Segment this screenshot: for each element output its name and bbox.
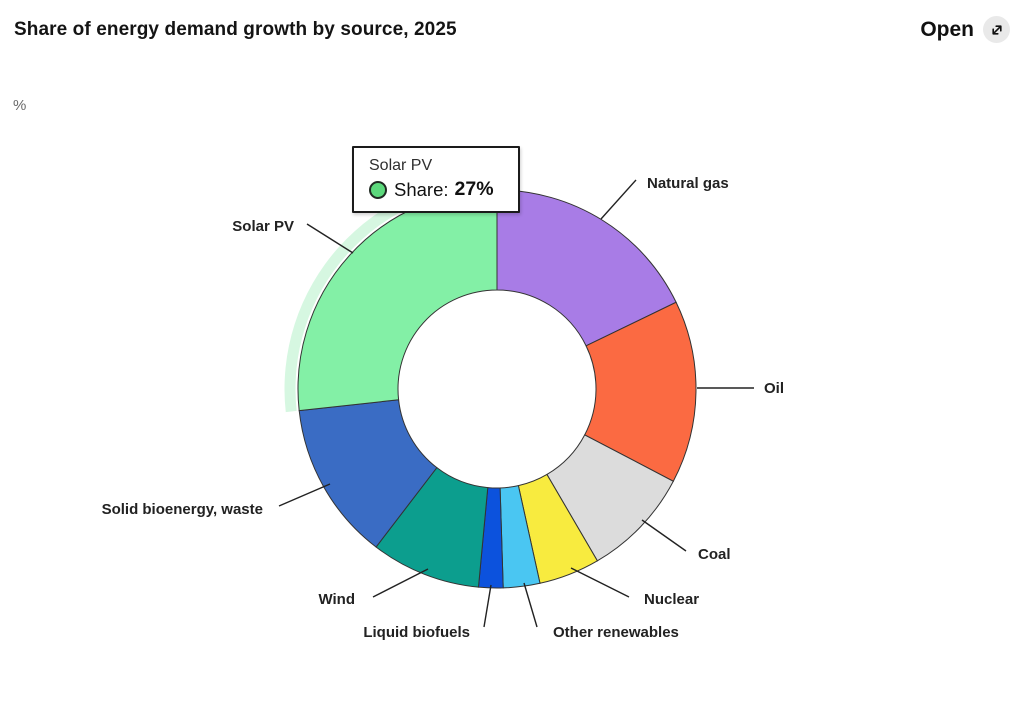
header: Share of energy demand growth by source,…: [14, 16, 1010, 43]
leader-line-other-renewables: [523, 582, 538, 628]
slice-label-solar-pv: Solar PV: [232, 218, 294, 235]
leader-line-solar-pv: [306, 223, 354, 254]
leader-line-coal: [641, 519, 687, 552]
slice-label-wind: Wind: [318, 591, 355, 608]
slice-label-nuclear: Nuclear: [644, 591, 699, 608]
slice-label-other-renewables: Other renewables: [553, 624, 679, 641]
tooltip-metric-label: Share:: [394, 178, 449, 200]
leader-line-solid-bioenergy-waste: [278, 483, 331, 507]
slice-label-natural-gas: Natural gas: [647, 175, 729, 192]
y-axis-unit-label: %: [13, 97, 27, 114]
tooltip-series-marker-icon: [369, 180, 387, 199]
slice-solar-pv[interactable]: [297, 189, 498, 412]
tooltip-series-name: Solar PV: [369, 157, 433, 174]
slice-label-solid-bioenergy-waste: Solid bioenergy, waste: [102, 501, 263, 518]
slice-labels: Natural gas Oil Coal Nuclear Other renew…: [102, 175, 784, 641]
tooltip-value: 27%: [454, 178, 494, 200]
leader-lines: [278, 179, 754, 628]
tooltip: Solar PV Share: 27%: [352, 146, 520, 213]
donut-slices: [284, 176, 697, 589]
leader-line-liquid-biofuels: [483, 584, 492, 628]
leader-line-nuclear: [570, 567, 630, 598]
page-title: Share of energy demand growth by source,…: [14, 18, 457, 40]
slice-natural-gas[interactable]: [496, 189, 677, 347]
leader-line-natural-gas: [600, 179, 637, 220]
expand-diagonal-arrow-icon: [983, 16, 1010, 43]
open-button[interactable]: Open: [920, 16, 1010, 43]
tooltip-value-row: Share: 27%: [369, 178, 508, 201]
slice-label-liquid-biofuels: Liquid biofuels: [363, 624, 470, 641]
open-button-label: Open: [920, 17, 974, 41]
slice-label-coal: Coal: [698, 546, 731, 563]
slice-label-oil: Oil: [764, 380, 784, 397]
leader-line-wind: [372, 568, 429, 598]
